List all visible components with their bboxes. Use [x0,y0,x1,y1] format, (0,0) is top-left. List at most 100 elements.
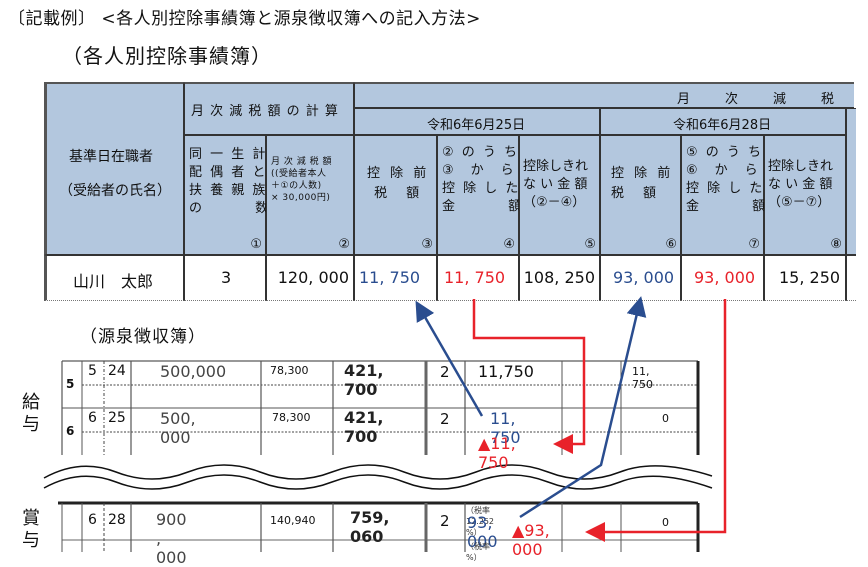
bonus-d: 28 [108,512,126,528]
bonus-deduct: 140,940 [270,514,316,527]
monthly-reduction-value: 120, 000 [277,268,349,287]
bonus-dep: 2 [440,512,450,530]
col2-line: × 30,000円) [271,193,331,203]
col1-line: 同 一 生 計 [189,147,268,162]
row-month: 6 [66,424,75,438]
salary-label-text: 給与 [22,392,40,435]
header-employee: 基準日在職者 （受給者の氏名） [44,82,184,255]
header-col3: 控 除 前 税 額 ③ [354,135,437,255]
page-title: 〔記載例〕 <各人別控除事績簿と源泉徴収簿への記入方法> [8,9,481,29]
deducted-0625-value: 11, 750 [444,268,506,287]
header-col8: 控除しきれ な い 金 額 （⑤－⑦） ⑧ [764,135,846,255]
header-col6: 控 除 前 税 額 ⑥ [600,135,681,255]
col3-line: 控 除 前 [367,166,430,181]
col7-line: ⑤ の う ち [686,145,764,160]
col1-line: 扶 養 親 族 [189,183,268,198]
header-col5: 控除しきれ な い 金 額 （②－④） ⑤ [519,135,600,255]
col4-line: 控 除 し た [442,181,521,196]
col4-line: 金 額 [442,199,524,214]
pretax-0628-value: 93, 000 [613,268,675,287]
pretax-0625-value: 11, 750 [359,268,421,287]
header-date-0625: 令和6年6月25日 [354,108,600,135]
monthly-group-label: 月 次 減 税 [677,92,838,107]
row-dep: 2 [440,410,450,428]
cell-extra [846,255,856,301]
row-net: 421, 700 [344,408,384,446]
col8-text: 控除しきれ な い 金 額 （⑤－⑦） [768,158,833,212]
record-table: 基準日在職者 （受給者の氏名） 月 次 減 税 額 の 計 算 月 次 減 税 … [44,82,856,306]
cell-monthly-reduction: 120, 000 [266,255,354,301]
col7-text: ⑤ の う ち ⑥ か ら 控 除 し た 金 額 [686,144,767,216]
col4-line: ② の う ち [442,145,520,160]
row-month: 5 [66,377,75,391]
col8-line: な い 金 額 [768,177,833,192]
row-tax: 11,750 [478,362,534,381]
dependents-value: 3 [221,268,232,287]
col2-line: ((受給者本人 [271,169,327,179]
bonus-rate-label: （税率 12.252 %） [466,506,502,537]
col7-line: 金 額 [686,199,768,214]
cell-remaining-0628: 15, 250 [764,255,846,301]
header-date-0628: 令和6年6月28日 [600,108,846,135]
row-deduct: 78,300 [272,411,311,424]
col5-line: 控除しきれ [523,159,589,174]
header-col1: 同 一 生 計 配 偶 者 と 扶 養 親 族 の 数 ① [184,135,268,255]
col6-line: 控 除 前 [611,166,674,181]
bonus-rate-label-empty: （税率 %） [466,542,522,562]
col8-line: 控除しきれ [768,159,834,174]
row-final: 0 [662,412,669,425]
col3-line: 税 額 [374,186,423,201]
col7-number: ⑦ [748,237,760,252]
col5-line: な い 金 額 [523,177,588,192]
header-col7: ⑤ の う ち ⑥ か ら 控 除 し た 金 額 ⑦ [681,135,767,255]
header-monthly-group: 月 次 減 税 [354,82,854,108]
row-m: 6 [88,410,97,426]
col6-number: ⑥ [665,237,677,252]
col8-line: （⑤－⑦） [768,195,831,210]
remaining-0625-value: 108, 250 [523,268,595,287]
row-m: 5 [88,363,97,379]
cell-dependents: 3 [184,255,266,301]
employee-header-line2: （受給者の氏名） [59,183,171,199]
col6-text: 控 除 前 税 額 [611,164,673,204]
col2-number: ② [338,237,350,252]
section-title-record: （各人別控除事績簿） [62,44,272,68]
col8-number: ⑧ [830,237,842,252]
header-extra [846,108,856,255]
date-0625: 令和6年6月25日 [427,118,526,133]
remaining-0628-value: 15, 250 [779,268,841,287]
cell-name: 山川 太郎 [44,255,184,301]
row-gross: 500,000 [160,362,227,381]
col2-text: 月 次 減 税 額 ((受給者本人 ＋①の人数) × 30,000円) [271,156,332,204]
col1-number: ① [250,237,262,252]
col4-line: ③ か ら [442,163,516,178]
employee-name: 山川 太郎 [73,272,154,291]
row-deduct: 78,300 [270,364,309,377]
col4-text: ② の う ち ③ か ら 控 除 し た 金 額 [442,144,523,216]
employee-header-line1: 基準日在職者 [69,149,153,165]
col4-number: ④ [503,237,515,252]
bonus-m: 6 [88,512,97,528]
header-calc-group: 月 次 減 税 額 の 計 算 [184,82,354,135]
calc-group-label: 月 次 減 税 額 の 計 算 [191,104,339,119]
col1-line: の 数 [189,201,271,216]
row-d: 24 [108,363,126,379]
bonus-gross: 900 , 000 [156,510,187,567]
bonus-net: 759, 060 [350,508,390,546]
col6-line: 税 額 [611,186,660,201]
row-dep: 2 [440,363,450,381]
bonus-final: 0 [662,516,669,529]
col7-line: ⑥ か ら [686,163,760,178]
cell-pretax-0625: 11, 750 [354,255,437,301]
row-net: 421, 700 [344,361,384,399]
deducted-0628-value: 93, 000 [694,268,756,287]
col5-line: （②－④） [523,195,586,210]
header-col4: ② の う ち ③ か ら 控 除 し た 金 額 ④ [437,135,521,255]
header-col2: 月 次 減 税 額 ((受給者本人 ＋①の人数) × 30,000円) ② [266,135,354,255]
col5-text: 控除しきれ な い 金 額 （②－④） [523,158,588,212]
row-gross: 500, 000 [160,409,196,447]
salary-label: 給与 [22,392,42,436]
bonus-reduction: ▲93, 000 [512,521,550,559]
bonus-tax: 93, 000 [467,513,498,551]
